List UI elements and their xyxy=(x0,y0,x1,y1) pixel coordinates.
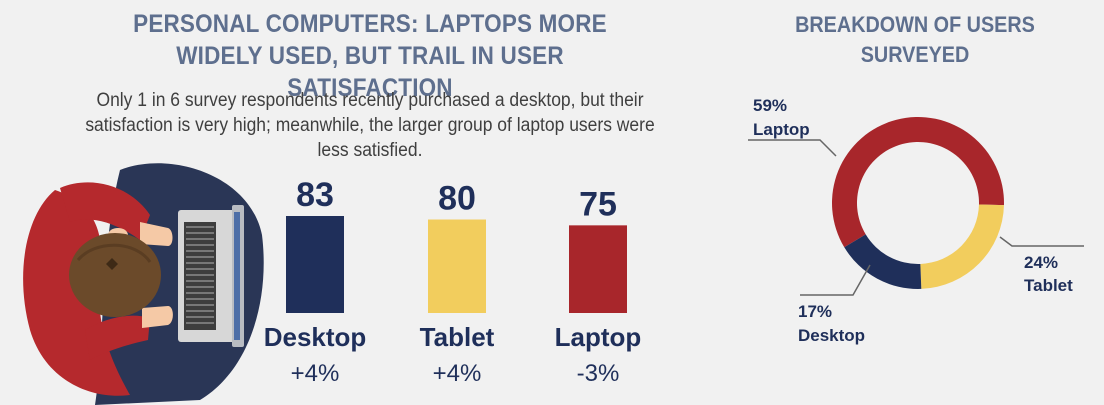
satisfaction-bar-chart: 83 Desktop +4% 80 Tablet +4% 75 Laptop -3% xyxy=(264,176,642,387)
leader-line-tablet xyxy=(999,236,1084,247)
donut-label-tablet: Tablet xyxy=(1024,276,1073,295)
chart-subtitle: Only 1 in 6 survey respondents recently … xyxy=(85,90,655,161)
person-laptop-illustration xyxy=(23,163,264,405)
donut-slice-tablet xyxy=(920,204,1004,289)
donut-label-laptop: Laptop xyxy=(753,120,810,139)
donut-pct-tablet: 24% xyxy=(1024,253,1058,272)
breakdown-title: BREAKDOWN OF USERS SURVEYED xyxy=(795,12,1035,67)
leader-line-desktop xyxy=(800,264,871,296)
donut-slice-desktop xyxy=(844,234,922,289)
users-donut-chart: 59% Laptop 24% Tablet 17% Desktop xyxy=(748,96,1084,345)
bar-change-desktop: +4% xyxy=(291,360,340,387)
bar-change-tablet: +4% xyxy=(433,360,482,387)
chart-title: PERSONAL COMPUTERS: LAPTOPS MORE WIDELY … xyxy=(133,10,607,102)
donut-pct-laptop: 59% xyxy=(753,96,787,115)
bar-laptop xyxy=(569,225,627,313)
bar-desktop xyxy=(286,216,344,313)
bar-label-desktop: Desktop xyxy=(264,322,367,352)
bar-value-tablet: 80 xyxy=(438,180,476,218)
donut-pct-desktop: 17% xyxy=(798,302,832,321)
bar-label-tablet: Tablet xyxy=(420,322,495,352)
bar-value-laptop: 75 xyxy=(579,185,617,223)
donut-slice-laptop xyxy=(832,117,1004,248)
donut-label-desktop: Desktop xyxy=(798,326,865,345)
bar-value-desktop: 83 xyxy=(296,176,334,214)
bar-change-laptop: -3% xyxy=(577,360,620,387)
bar-tablet xyxy=(428,219,486,313)
leader-line-laptop xyxy=(748,139,837,157)
bar-label-laptop: Laptop xyxy=(555,322,642,352)
